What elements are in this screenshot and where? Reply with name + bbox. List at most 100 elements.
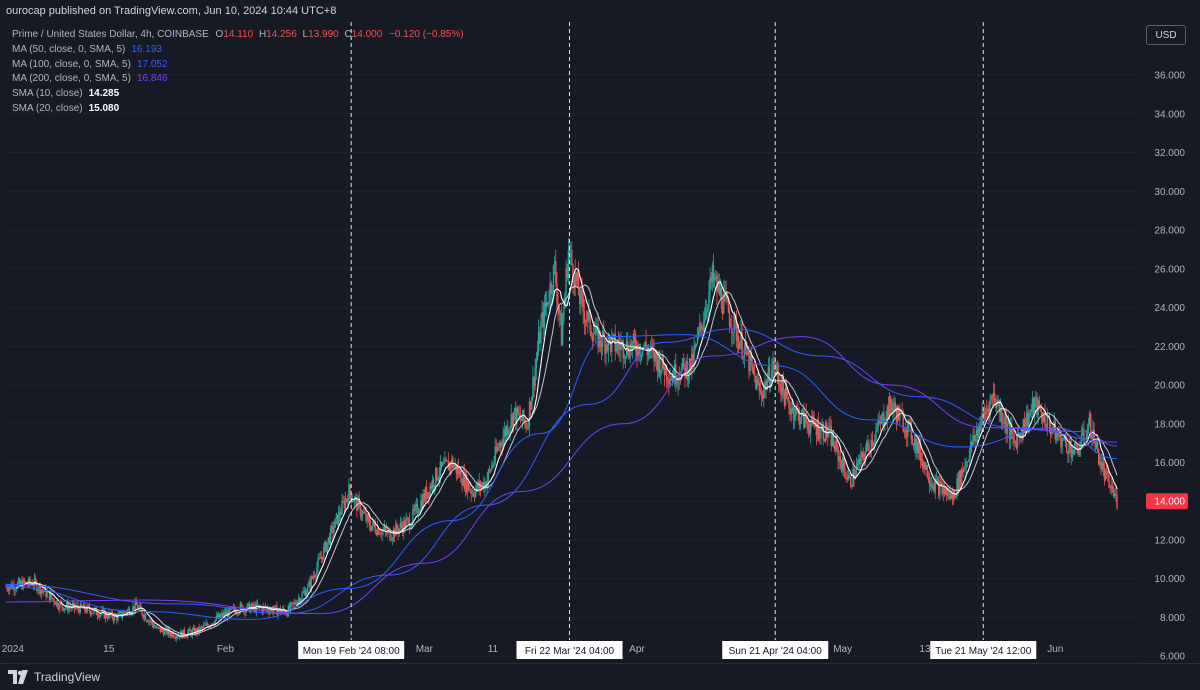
indicator-ma100[interactable]: MA (100, close, 0, SMA, 5) 17.052	[12, 58, 464, 73]
candle-body	[116, 616, 118, 621]
candle-body	[366, 514, 368, 521]
candle-body	[313, 575, 316, 577]
currency-button[interactable]: USD	[1146, 25, 1186, 45]
candle-body	[1046, 415, 1048, 430]
candle-body	[420, 500, 422, 511]
candle-body	[429, 486, 431, 497]
candle-body	[89, 610, 92, 615]
candle-body	[397, 529, 399, 534]
candle-body	[1000, 407, 1003, 422]
candle-body	[765, 381, 767, 390]
candle-body	[467, 482, 469, 493]
indicator-ma200[interactable]: MA (200, close, 0, SMA, 5) 16.846	[12, 72, 464, 87]
candle-body	[399, 523, 402, 529]
indicator-ma50[interactable]: MA (50, close, 0, SMA, 5) 16.193	[12, 43, 464, 58]
candle-body	[663, 367, 666, 376]
candle-body	[903, 431, 906, 433]
candle-body	[520, 419, 523, 421]
candle-body	[430, 486, 432, 489]
candle-body	[7, 589, 9, 591]
candle-body	[1008, 422, 1011, 440]
candle-body	[967, 461, 970, 462]
ma-line-0	[5, 334, 1118, 620]
candle-body	[29, 578, 31, 584]
candle-body	[576, 273, 579, 282]
candle-body	[659, 356, 661, 376]
candle-body	[280, 610, 283, 613]
candle-body	[924, 461, 926, 470]
candle-body	[293, 602, 295, 604]
candle-body	[788, 399, 790, 408]
candle-body	[761, 396, 764, 399]
candle-body	[932, 485, 934, 488]
candle-body	[667, 379, 669, 381]
candle-body	[839, 456, 842, 463]
y-tick-label: 20.000	[1154, 381, 1185, 392]
candle-body	[1004, 416, 1006, 424]
candle-body	[315, 575, 317, 577]
candle-body	[795, 407, 797, 416]
candle-body	[871, 439, 874, 446]
candle-body	[676, 383, 678, 385]
candle-body	[445, 458, 447, 461]
candle-body	[432, 479, 435, 488]
candle-body	[1091, 437, 1093, 439]
candle-body	[860, 451, 862, 464]
candle-body	[633, 333, 636, 341]
candle-body	[505, 426, 508, 436]
candle-body	[804, 412, 806, 428]
candle-body	[80, 603, 83, 608]
candle-body	[917, 440, 919, 454]
candle-body	[764, 381, 766, 389]
candle-body	[312, 575, 315, 579]
candle-body	[951, 492, 954, 500]
candle-body	[939, 481, 941, 496]
candle-body	[416, 503, 419, 514]
candle-body	[387, 530, 389, 534]
candle-body	[811, 415, 813, 425]
candle-body	[741, 331, 743, 358]
candle-body	[584, 320, 587, 323]
candle-body	[421, 500, 423, 509]
price-chart[interactable]: Mon 19 Feb '24 08:00 Fri 22 Mar '24 04:00…	[0, 0, 1200, 663]
indicator-sma20[interactable]: SMA (20, close) 15.080	[12, 102, 464, 117]
candle-body	[693, 348, 695, 365]
candle-body	[400, 523, 403, 527]
candle-body	[124, 611, 126, 613]
candle-body	[541, 312, 543, 322]
candle-body	[119, 611, 122, 613]
candle-body	[1067, 451, 1069, 454]
candle-body	[608, 335, 611, 340]
candle-body	[24, 582, 27, 583]
candle-body	[857, 458, 860, 464]
candle-body	[1098, 448, 1100, 465]
candle-body	[827, 433, 829, 437]
candle-body	[142, 614, 144, 618]
candle-body	[854, 474, 856, 479]
candle-body	[695, 343, 698, 345]
price-axis: 6.000 8.000 10.000 12.000 14.000 16.000 18.000…	[1146, 71, 1188, 663]
close-label: C	[344, 29, 352, 40]
candle-body	[1036, 397, 1038, 416]
candle-body	[513, 408, 516, 413]
candle-body	[534, 367, 536, 387]
candle-body	[1039, 409, 1042, 412]
indicator-sma10[interactable]: SMA (10, close) 14.285	[12, 87, 464, 102]
tradingview-logo-icon	[8, 670, 28, 684]
candle-body	[651, 345, 653, 349]
candle-body	[679, 379, 682, 381]
candle-body	[835, 440, 837, 451]
candle-body	[292, 602, 294, 604]
candle-body	[1058, 434, 1060, 437]
candle-body	[887, 406, 890, 416]
candle-body	[550, 283, 552, 294]
candle-body	[919, 443, 922, 461]
marker-label-box	[930, 641, 1037, 659]
candle-body	[372, 521, 374, 526]
candle-body	[104, 612, 107, 619]
candle-body	[782, 376, 784, 392]
candle-body	[57, 606, 60, 609]
candle-body	[931, 484, 933, 488]
candle-body	[623, 357, 626, 359]
candle-body	[756, 379, 758, 390]
